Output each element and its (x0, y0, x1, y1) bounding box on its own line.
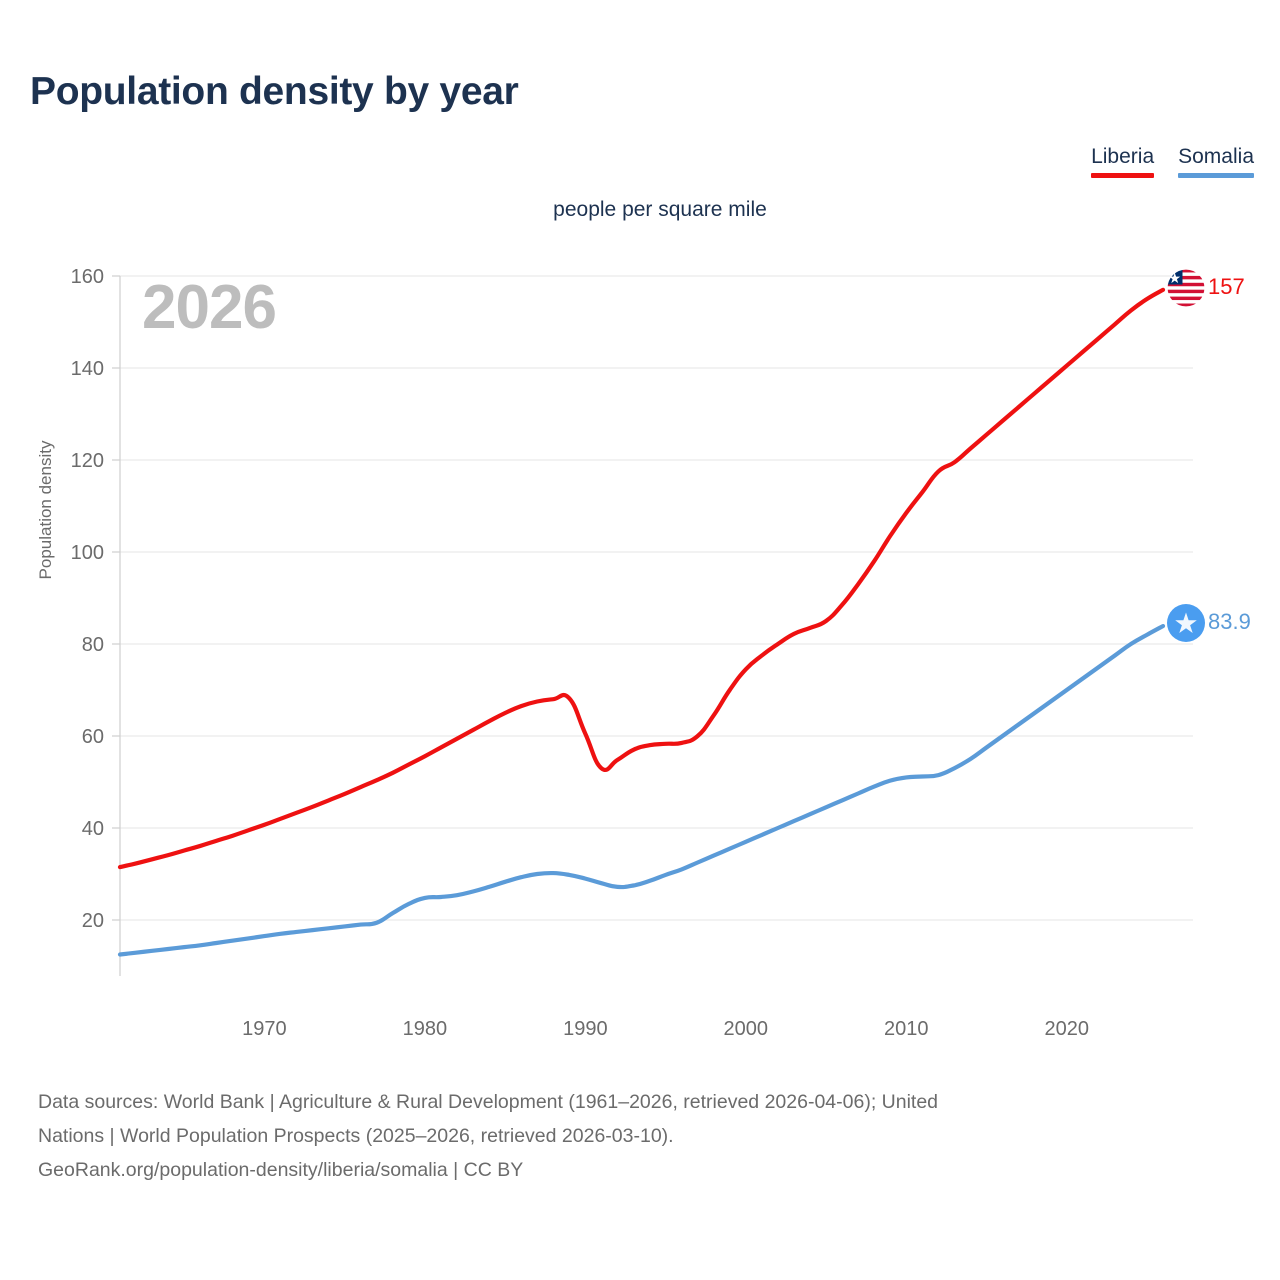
series-line-somalia[interactable] (117, 623, 1166, 957)
y-tick-label: 40 (82, 818, 104, 840)
y-tick-label: 140 (71, 358, 104, 380)
footer-line-1: Data sources: World Bank | Agriculture &… (38, 1091, 939, 1113)
legend-label-liberia: Liberia (1091, 145, 1155, 168)
end-value-somalia: 83.9 (1208, 609, 1251, 634)
y-axis-ticks: 20 40 60 80 100 120 140 160 (71, 266, 120, 932)
y-tick-label: 60 (82, 726, 104, 748)
x-tick-label: 1970 (242, 1018, 287, 1040)
legend-rule-somalia (1178, 173, 1254, 178)
x-axis-ticks: 1970 1980 1990 2000 2010 2020 (242, 1018, 1089, 1040)
y-tick-label: 100 (71, 542, 104, 564)
footer-sources: Data sources: World Bank | Agriculture &… (38, 1085, 1253, 1187)
x-tick-label: 2020 (1044, 1018, 1089, 1040)
footer-line-3: GeoRank.org/population-density/liberia/s… (38, 1159, 524, 1181)
y-tick-label: 20 (82, 910, 104, 932)
liberia-flag-icon (1166, 268, 1206, 308)
page-title: Population density by year (30, 70, 519, 113)
chart-subtitle: people per square mile (553, 198, 767, 221)
x-tick-label: 1990 (563, 1018, 608, 1040)
y-tick-label: 120 (71, 450, 104, 472)
y-tick-label: 160 (71, 266, 104, 288)
y-axis-label: Population density (36, 440, 55, 580)
end-value-liberia: 157 (1208, 274, 1245, 299)
gridlines (119, 275, 1193, 976)
y-tick-label: 80 (82, 634, 104, 656)
legend-item-somalia[interactable]: Somalia (1178, 144, 1254, 178)
legend-rule-liberia (1091, 173, 1155, 178)
legend: Liberia Somalia (1091, 144, 1254, 178)
x-tick-label: 1980 (403, 1018, 448, 1040)
series-line-liberia[interactable] (117, 287, 1166, 870)
legend-item-liberia[interactable]: Liberia (1091, 144, 1155, 178)
x-tick-label: 2010 (884, 1018, 929, 1040)
year-watermark: 2026 (142, 273, 277, 342)
somalia-flag-icon (1167, 604, 1205, 642)
x-tick-label: 2000 (724, 1018, 769, 1040)
legend-label-somalia: Somalia (1178, 145, 1254, 168)
footer-line-2: Nations | World Population Prospects (20… (38, 1125, 674, 1147)
